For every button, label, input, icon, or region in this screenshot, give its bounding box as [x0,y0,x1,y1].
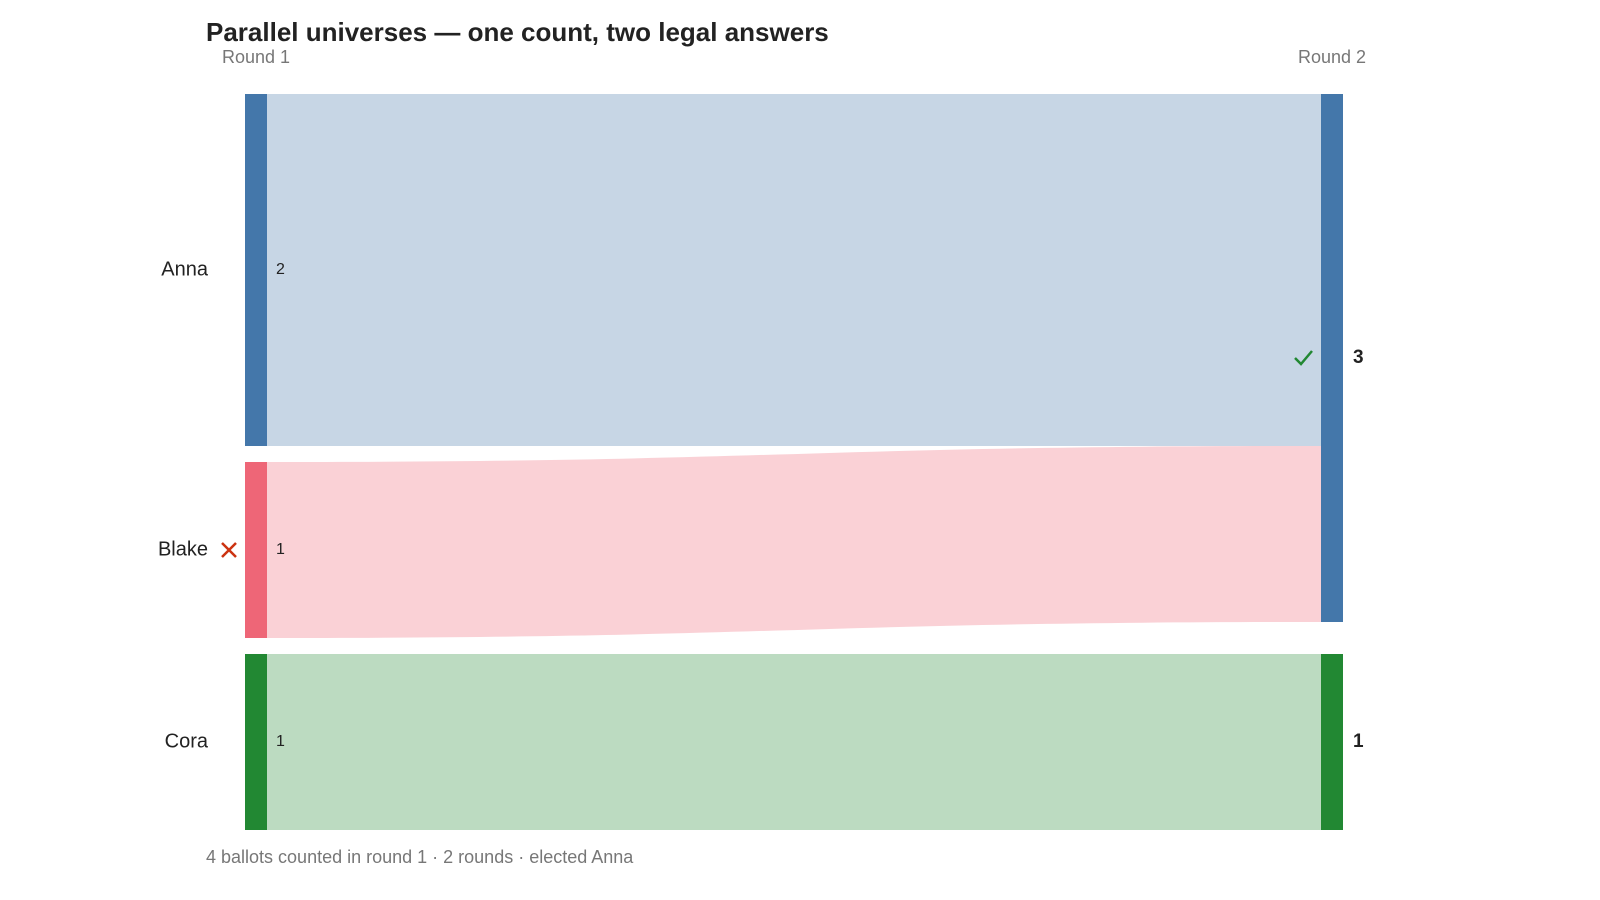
node-label: Anna [161,258,209,280]
flow [267,654,1321,830]
node-value: 1 [276,541,285,558]
footer: 4 ballots counted in round 1 · 2 rounds … [206,847,634,867]
node [1321,654,1343,830]
node-value: 3 [1353,347,1364,368]
flow [267,94,1321,446]
node [1321,94,1343,622]
node-label: Blake [158,538,208,560]
node [245,94,267,446]
node-label: Cora [165,730,209,752]
node [245,462,267,638]
eliminated-icon [221,542,237,558]
column-header: Round 2 [1298,47,1366,67]
node-value: 2 [276,261,285,278]
flow [267,446,1321,638]
elected-icon [1294,350,1313,366]
node [245,654,267,830]
chart-title: Parallel universes — one count, two lega… [206,17,829,47]
node-value: 1 [276,733,285,750]
column-header: Round 1 [222,47,290,67]
node-value: 1 [1353,731,1364,752]
